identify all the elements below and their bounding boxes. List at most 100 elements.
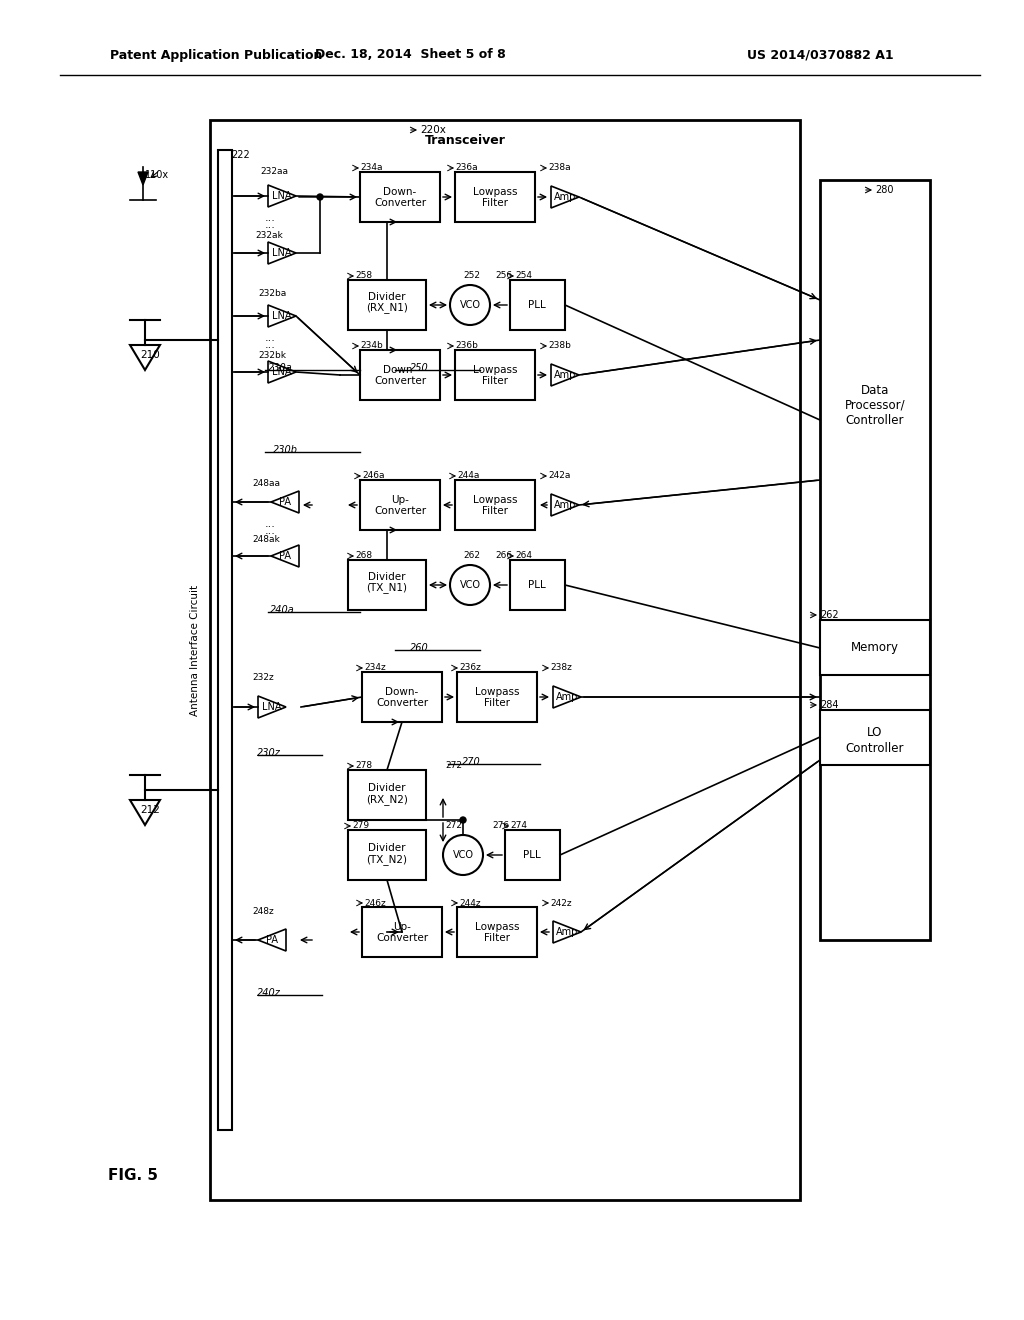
Text: Converter: Converter	[376, 698, 428, 708]
Text: Lowpass: Lowpass	[473, 187, 517, 197]
Text: Lowpass: Lowpass	[475, 921, 519, 932]
Text: VCO: VCO	[453, 850, 473, 861]
Text: PA: PA	[266, 935, 278, 945]
Text: 234a: 234a	[360, 164, 383, 173]
Text: LNA: LNA	[272, 367, 292, 378]
Text: 274: 274	[510, 821, 527, 830]
Text: 254: 254	[515, 272, 532, 281]
Text: 238b: 238b	[548, 342, 570, 351]
Bar	[820, 180, 930, 940]
Text: 252: 252	[463, 272, 480, 281]
Text: 246z: 246z	[364, 899, 386, 908]
Text: 266: 266	[495, 552, 512, 561]
Text: 248ak: 248ak	[252, 536, 280, 544]
Text: Divider: Divider	[369, 843, 406, 853]
Bar	[362, 907, 442, 957]
Text: Up-: Up-	[391, 495, 409, 506]
Text: (RX_N1): (RX_N1)	[366, 302, 408, 313]
Text: 210: 210	[140, 350, 160, 360]
Text: ...: ...	[264, 341, 275, 350]
Bar	[240, 162, 360, 358]
Text: Memory: Memory	[851, 642, 899, 655]
Text: PLL: PLL	[528, 579, 546, 590]
Text: Divider: Divider	[369, 783, 406, 793]
Text: ...: ...	[264, 525, 275, 536]
Text: Converter: Converter	[374, 506, 426, 516]
Text: 232z: 232z	[252, 672, 273, 681]
Text: 238z: 238z	[550, 664, 571, 672]
Text: Converter: Converter	[374, 376, 426, 385]
Text: 272: 272	[445, 762, 462, 771]
Text: LNA: LNA	[272, 248, 292, 257]
Text: 110x: 110x	[145, 170, 169, 180]
Text: Data: Data	[861, 384, 889, 396]
Text: VCO: VCO	[460, 579, 480, 590]
Text: Filter: Filter	[482, 198, 508, 209]
Text: (RX_N2): (RX_N2)	[366, 795, 408, 805]
Text: Divider: Divider	[369, 292, 406, 302]
Text: Antenna Interface Circuit: Antenna Interface Circuit	[190, 585, 200, 715]
Text: 264: 264	[515, 552, 532, 561]
Bar	[240, 285, 360, 440]
Text: 238a: 238a	[548, 164, 570, 173]
Text: 242z: 242z	[550, 899, 571, 908]
Text: Down-: Down-	[383, 187, 417, 197]
Bar	[234, 665, 780, 750]
Text: ...: ...	[264, 333, 275, 343]
Text: VCO: VCO	[460, 300, 480, 310]
Text: Converter: Converter	[374, 198, 426, 209]
Text: 244z: 244z	[459, 899, 480, 908]
Text: 236z: 236z	[459, 664, 481, 672]
Text: 240a: 240a	[269, 605, 294, 615]
Bar	[360, 172, 440, 222]
Bar	[348, 280, 426, 330]
Bar	[340, 271, 790, 360]
Text: 256: 256	[495, 272, 512, 281]
Text: 260: 260	[410, 643, 429, 653]
Bar	[510, 280, 565, 330]
Bar	[240, 671, 319, 744]
Bar	[360, 350, 440, 400]
Text: US 2014/0370882 A1: US 2014/0370882 A1	[746, 49, 893, 62]
Text: 236b: 236b	[455, 342, 478, 351]
Text: (TX_N2): (TX_N2)	[367, 854, 408, 866]
Text: Converter: Converter	[376, 933, 428, 942]
Text: 276: 276	[492, 821, 509, 830]
Bar	[218, 150, 232, 1130]
Bar	[340, 760, 675, 884]
Bar	[505, 830, 560, 880]
Bar	[820, 710, 930, 766]
Text: Filter: Filter	[484, 933, 510, 942]
Text: Lowpass: Lowpass	[473, 495, 517, 506]
Text: PLL: PLL	[528, 300, 546, 310]
Text: 262: 262	[463, 552, 480, 561]
Text: 268: 268	[355, 552, 372, 561]
Bar	[510, 560, 565, 610]
Bar	[820, 620, 930, 675]
Polygon shape	[138, 172, 148, 185]
Text: LNA: LNA	[272, 191, 292, 201]
Text: ...: ...	[264, 519, 275, 529]
Text: 258: 258	[355, 272, 372, 281]
Bar	[457, 907, 537, 957]
Bar	[362, 672, 442, 722]
Text: Amp: Amp	[554, 500, 577, 510]
Text: LNA: LNA	[262, 702, 282, 711]
Text: 240z: 240z	[257, 987, 281, 998]
Text: 248aa: 248aa	[252, 479, 280, 487]
Text: Controller: Controller	[846, 413, 904, 426]
Text: 246a: 246a	[362, 471, 384, 480]
Bar	[457, 672, 537, 722]
Text: 220x: 220x	[420, 125, 445, 135]
Text: Amp: Amp	[554, 191, 577, 202]
Text: PA: PA	[279, 498, 291, 507]
Bar	[234, 158, 780, 447]
Text: Amp: Amp	[556, 692, 579, 702]
Text: Divider: Divider	[369, 572, 406, 582]
Text: Transceiver: Transceiver	[425, 133, 506, 147]
Text: Down-: Down-	[383, 366, 417, 375]
Circle shape	[317, 194, 323, 201]
Bar	[234, 470, 780, 665]
Text: 248z: 248z	[252, 908, 273, 916]
Text: 236a: 236a	[455, 164, 477, 173]
